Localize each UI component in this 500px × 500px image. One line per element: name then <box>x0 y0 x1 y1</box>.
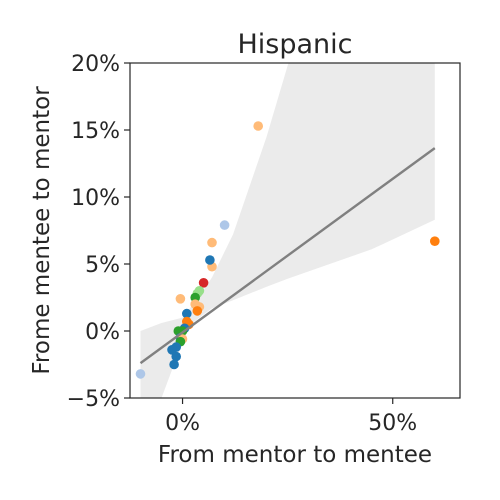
scatter-point-4 <box>219 220 230 230</box>
scatter-point-28 <box>169 359 179 370</box>
x-tick-label-1: 0% <box>165 411 200 436</box>
scatter-point-14 <box>192 306 203 316</box>
chart-title: Hispanic <box>237 29 352 60</box>
x-axis: 0% 50% <box>165 398 417 436</box>
y-axis-label: Frome mentee to mentor <box>29 86 55 375</box>
y-axis: −5% 0% 5% 10% 15% 20% <box>67 52 130 412</box>
scatter-point-8 <box>198 278 209 288</box>
regression-line <box>139 147 436 365</box>
y-tick-label-5: 15% <box>71 119 120 144</box>
scatter-point-5 <box>207 237 217 248</box>
y-tick-label-4: 10% <box>71 186 120 211</box>
x-tick-label-2: 50% <box>368 411 417 436</box>
plot-area <box>135 63 440 398</box>
scatter-point-1 <box>135 369 146 379</box>
confidence-band <box>140 63 435 398</box>
plot-frame <box>129 62 461 399</box>
y-tick-label-3: 5% <box>85 253 120 278</box>
scatter-point-16 <box>182 308 192 319</box>
scatter-point-2 <box>430 236 440 246</box>
x-axis-label: From mentor to mentee <box>158 442 432 468</box>
y-tick-label-6: 20% <box>71 52 120 77</box>
scatter-point-11 <box>190 292 200 303</box>
scatter-point-27 <box>171 351 181 362</box>
scatter-point-15 <box>175 294 186 304</box>
scatter-point-7 <box>205 255 215 265</box>
y-tick-label-1: −5% <box>67 387 120 412</box>
scatter-point-3 <box>253 121 263 131</box>
y-tick-label-2: 0% <box>85 320 120 345</box>
